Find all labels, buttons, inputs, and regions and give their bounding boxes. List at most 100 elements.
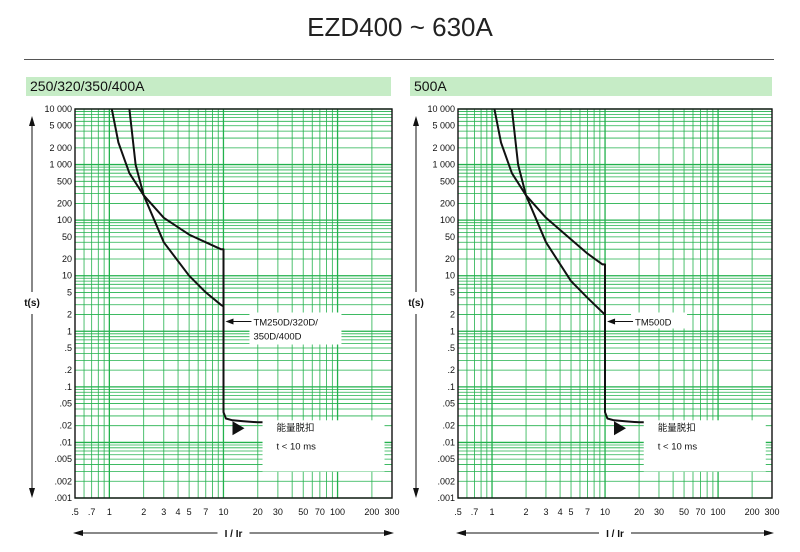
y-tick-label: 100 [440,215,455,225]
y-tick-label: 5 [450,287,455,297]
chart-panel-2: 10 000 5 000 2 000 1 000 500 200 100 50 20 10 5 2 1.… [408,104,779,540]
y-axis-label: t(s) [408,298,424,309]
x-tick-label: 10 [218,507,228,517]
y-tick-label: .1 [64,382,72,392]
trip-curve-1 [110,108,269,424]
y-tick-label: .2 [447,365,455,375]
x-tick-label: 300 [384,507,399,517]
x-tick-label: 10 [600,507,610,517]
x-arrow-head-left [456,530,466,536]
y-tick-label: .2 [64,365,72,375]
page-title: EZD400 ~ 630A [307,12,493,42]
x-tick-label: 2 [524,507,529,517]
y-tick-label: .5 [447,343,455,353]
y-arrow-head-up [29,116,35,126]
y-tick-label: .1 [447,382,455,392]
y-arrow-head-down [413,488,419,498]
x-tick-label: 4 [558,507,563,517]
y-tick-label: 50 [62,232,72,242]
y-tick-label: 2 000 [432,143,455,153]
x-tick-label: 70 [696,507,706,517]
y-tick-label: .001 [54,493,72,503]
y-tick-label: 50 [445,232,455,242]
y-tick-label: .005 [54,454,72,464]
x-arrow-head-right [764,530,774,536]
x-tick-label: 30 [654,507,664,517]
y-tick-label: 2 [450,310,455,320]
y-tick-label: .005 [437,454,455,464]
y-tick-label: .01 [442,437,455,447]
x-tick-label: 30 [273,507,283,517]
panel-title-left: 250/320/350/400A [26,77,391,96]
plot-frame [74,108,393,499]
y-tick-label: 1 000 [432,160,455,170]
x-tick-label: 50 [298,507,308,517]
x-tick-label: .7 [88,507,96,517]
y-tick-label: 200 [440,198,455,208]
y-tick-label: 20 [445,254,455,264]
energy-box [643,420,766,472]
annotation-pointer-head [607,318,616,325]
x-tick-label: 7 [585,507,590,517]
energy-trip-label: 能量脱扣 [277,422,315,434]
annotation-box [631,312,688,329]
energy-trip-label: 能量脱扣 [658,422,696,434]
x-axis-label: I / Ir [225,529,243,540]
annotation-label-line2: 350D/400D [253,332,301,343]
chart-panel-1: 10 000 5 000 2 000 1 000 500 200 100 50 20 10 5 2 1.… [24,104,399,540]
y-tick-label: .5 [64,343,72,353]
y-tick-label: .02 [442,421,455,431]
x-tick-label: 1 [490,507,495,517]
x-tick-label: 20 [253,507,263,517]
x-tick-label: .5 [71,507,79,517]
x-arrow-head-right [384,530,394,536]
x-tick-label: 1 [107,507,112,517]
annotation-label: TM250D/320D/ [253,318,318,329]
y-tick-label: .002 [437,476,455,486]
x-tick-label: 5 [569,507,574,517]
y-tick-label: 10 000 [44,104,72,114]
y-tick-label: 20 [62,254,72,264]
energy-trip-time: t < 10 ms [277,441,317,452]
y-tick-label: 10 [62,271,72,281]
trip-curve-2 [510,108,606,316]
x-tick-label: 7 [203,507,208,517]
energy-trip-time: t < 10 ms [658,441,698,452]
x-tick-label: 50 [679,507,689,517]
x-tick-label: .5 [454,507,462,517]
x-tick-label: 20 [634,507,644,517]
x-tick-label: 2 [141,507,146,517]
x-tick-label: 70 [315,507,325,517]
title-divider [24,59,774,60]
x-arrow-head-left [73,530,83,536]
y-tick-label: .001 [437,493,455,503]
y-tick-label: 5 000 [432,121,455,131]
y-tick-label: 500 [57,176,72,186]
y-tick-label: .002 [54,476,72,486]
energy-trip-marker-icon [232,421,245,436]
x-axis-label: I / Ir [606,529,624,540]
x-tick-label: 200 [364,507,379,517]
plot-frame [457,108,773,499]
x-tick-label: 100 [330,507,345,517]
x-tick-label: 100 [711,507,726,517]
x-tick-label: 300 [764,507,779,517]
x-tick-label: 200 [745,507,760,517]
y-tick-label: 100 [57,215,72,225]
y-tick-label: 2 000 [49,143,72,153]
y-tick-label: 2 [67,310,72,320]
panel-title-right: 500A [410,77,772,96]
y-tick-label: 10 [445,271,455,281]
trip-curve-2 [128,108,225,308]
annotation-pointer-head [225,318,234,325]
y-tick-label: 1 000 [49,160,72,170]
y-tick-label: 5 [67,287,72,297]
y-tick-label: .05 [59,399,72,409]
x-tick-label: 3 [543,507,548,517]
y-tick-label: .02 [59,421,72,431]
y-tick-label: .05 [442,399,455,409]
y-tick-label: 1 [450,326,455,336]
y-arrow-head-down [29,488,35,498]
y-arrow-head-up [413,116,419,126]
